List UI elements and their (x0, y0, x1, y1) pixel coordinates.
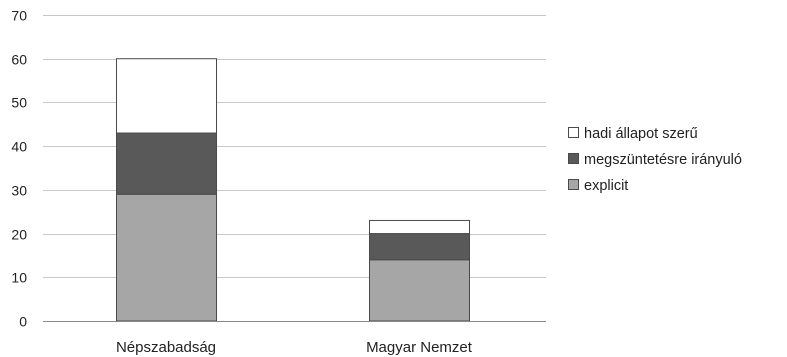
y-tick-label: 20 (11, 227, 27, 243)
x-category-label: Népszabadság (116, 339, 216, 356)
bar-segment (116, 193, 217, 322)
bars (116, 58, 470, 322)
legend-label: hadi állapot szerű (584, 126, 698, 142)
y-tick-label: 0 (19, 314, 27, 330)
y-tick-label: 10 (11, 270, 27, 286)
bar-segment (369, 219, 470, 235)
legend: hadi állapot szerű megszüntetésre irányul… (568, 126, 742, 194)
y-tick-label: 30 (11, 183, 27, 199)
legend-label: explicit (584, 178, 628, 194)
bar-segment (369, 233, 470, 261)
x-category-label: Magyar Nemzet (366, 339, 473, 356)
bar-segment (369, 259, 470, 322)
legend-label: megszüntetésre irányuló (584, 152, 742, 168)
bar-segment (116, 58, 217, 134)
legend-swatch (568, 153, 579, 164)
legend-swatch (568, 179, 579, 190)
y-tick-label: 50 (11, 95, 27, 111)
y-tick-label: 70 (11, 8, 27, 24)
y-tick-label: 40 (11, 139, 27, 155)
bar-segment (116, 132, 217, 195)
legend-swatch (568, 127, 579, 138)
y-tick-label: 60 (11, 52, 27, 68)
y-axis-ticks: 0 10 20 30 40 50 60 70 (11, 8, 27, 330)
x-axis: Népszabadság Magyar Nemzet (43, 321, 546, 356)
